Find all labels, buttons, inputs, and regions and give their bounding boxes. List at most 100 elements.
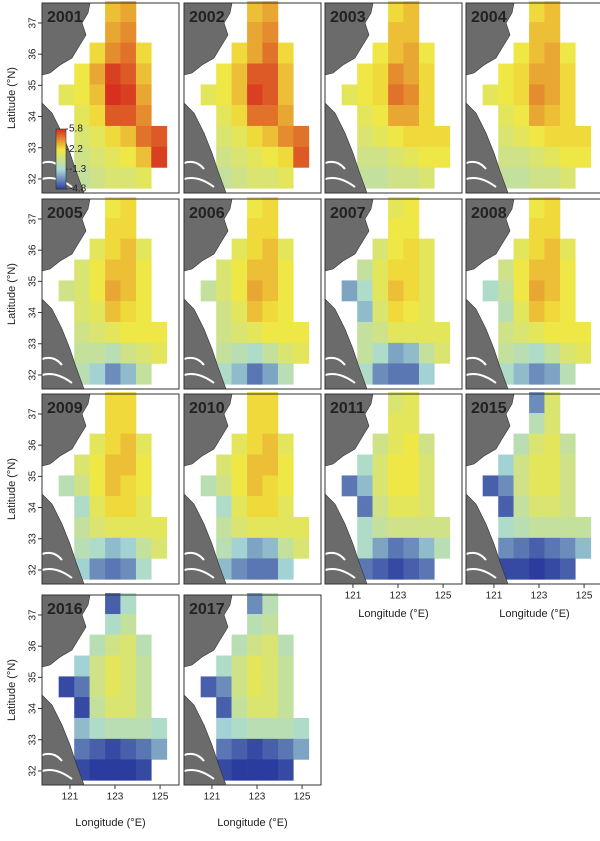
panel-year: 2002 [189, 9, 225, 26]
colorbar-step [56, 166, 66, 169]
grid-cell [58, 676, 75, 698]
grid-cell [105, 259, 121, 281]
grid-cell [262, 697, 279, 719]
grid-cell [135, 537, 152, 559]
map-panel: 2003 [324, 1, 463, 194]
grid-cell [357, 63, 373, 85]
grid-cell [105, 634, 121, 656]
x-tick-label: 125 [576, 591, 593, 602]
grid-cell [372, 342, 389, 364]
grid-cell [513, 63, 530, 85]
grid-cell [105, 759, 121, 781]
grid-cell [418, 475, 435, 497]
grid-cell [529, 516, 545, 539]
grid-cell [74, 63, 90, 85]
colorbar-step [56, 174, 66, 176]
grid-cell [529, 301, 545, 323]
grid-cell [74, 84, 90, 106]
grid-cell [120, 22, 137, 43]
grid-cell [277, 321, 294, 344]
colorbar-step [56, 183, 66, 185]
grid-cell [89, 496, 106, 518]
grid-cell [513, 516, 530, 539]
grid-cell [262, 634, 279, 656]
grid-cell [559, 342, 576, 364]
grid-cell [372, 42, 389, 64]
grid-cell [262, 301, 279, 323]
grid-cell [262, 1, 279, 23]
grid-cell [247, 413, 263, 434]
grid-cell [120, 105, 137, 127]
grid-cell [262, 676, 279, 698]
grid-cell [434, 537, 451, 559]
grid-cell [262, 280, 279, 302]
grid-cell [247, 125, 263, 148]
grid-cell [231, 363, 248, 385]
grid-cell [74, 105, 90, 127]
grid-cell [498, 321, 514, 344]
x-tick-label: 123 [107, 792, 124, 803]
grid-cell [135, 558, 152, 580]
grid-cell [120, 321, 137, 344]
grid-cell [216, 496, 232, 518]
grid-cell [277, 167, 294, 189]
grid-cell [247, 105, 263, 127]
grid-cell [372, 496, 389, 518]
grid-cell [247, 42, 263, 64]
y-tick-label: 35 [28, 79, 39, 91]
y-tick-label: 32 [28, 173, 39, 185]
y-tick-label: 33 [28, 338, 39, 350]
grid-cell [105, 614, 121, 635]
grid-cell [74, 516, 90, 539]
land [41, 393, 91, 467]
grid-cell [293, 738, 310, 760]
grid-cell [482, 280, 499, 302]
y-tick-label: 37 [28, 408, 39, 420]
grid-cell [135, 84, 152, 106]
grid-cell [120, 42, 137, 64]
panel-frame [465, 198, 600, 390]
grid-cell [120, 84, 137, 106]
grid-cell [262, 342, 279, 364]
grid-cell [575, 321, 592, 344]
land [41, 594, 91, 668]
grid-cell [559, 146, 576, 168]
grid-cell [120, 413, 137, 434]
grid-cell [231, 167, 248, 189]
grid-cell [388, 321, 404, 344]
grid-cell [388, 125, 404, 148]
grid-cell [388, 363, 404, 385]
colorbar-step [56, 162, 66, 164]
grid-cell [434, 321, 451, 344]
grid-cell [544, 363, 561, 385]
map-panel: 2011 [324, 392, 463, 585]
grid-cell [403, 496, 420, 518]
grid-cell [120, 125, 137, 148]
grid-cell [357, 84, 373, 106]
y-tick-label: 36 [28, 244, 39, 256]
grid-cell [247, 454, 263, 476]
grid-cell [388, 84, 404, 106]
grid-cell [231, 558, 248, 580]
grid-cell [151, 738, 168, 760]
river [465, 551, 497, 579]
grid-cell [135, 321, 152, 344]
land [183, 2, 233, 76]
colorbar-step [56, 172, 66, 175]
grid-cell [277, 342, 294, 364]
colorbar-step [56, 154, 66, 157]
grid-cell [403, 475, 420, 497]
grid-cell [372, 63, 389, 85]
grid-cell [357, 537, 373, 559]
grid-cell [513, 167, 530, 189]
grid-cell [120, 433, 137, 455]
y-tick-label: 34 [28, 502, 39, 514]
grid-cell [575, 125, 592, 148]
grid-cell [388, 259, 404, 281]
grid-cell [231, 676, 248, 698]
map-panel: 2002 [183, 1, 322, 194]
grid-cell [529, 197, 545, 219]
colorbar-label: -1.3 [69, 164, 87, 175]
land [183, 393, 233, 467]
x-axis-title: Longitude (°E) [75, 817, 145, 829]
